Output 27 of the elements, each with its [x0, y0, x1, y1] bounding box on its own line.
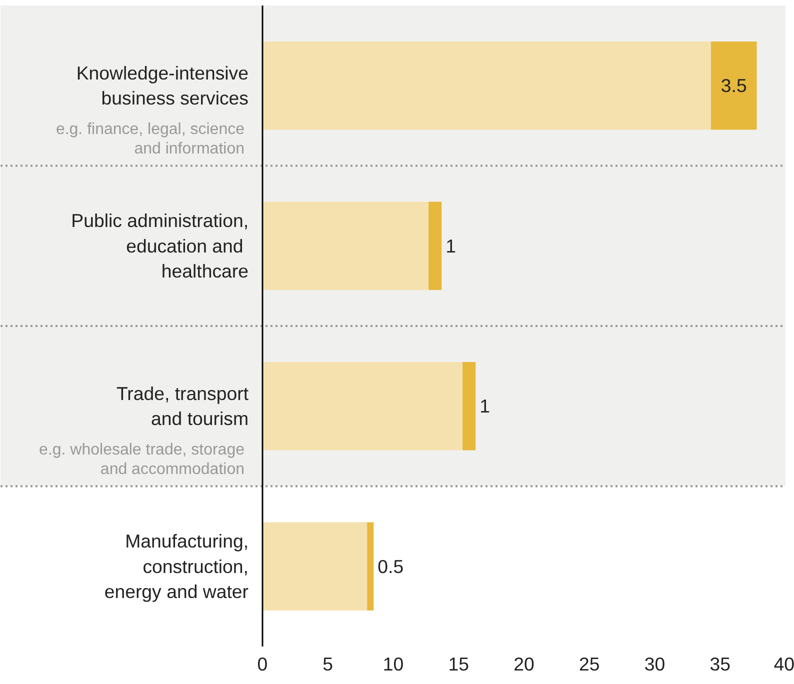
x-tick-label: 40	[774, 654, 794, 674]
text: e.g. finance, legal, science and information	[56, 120, 245, 158]
y-tick-label: Manufacturing, construction, energy and water	[104, 530, 249, 602]
y-tick-label: Knowledge-intensive business services	[76, 62, 249, 109]
bar	[710, 42, 757, 130]
data-label: 1	[446, 235, 456, 256]
x-tick-label: 25	[579, 654, 600, 674]
x-tick-label: 35	[710, 654, 731, 674]
x-tick-label: 5	[322, 654, 334, 674]
bar	[367, 522, 374, 610]
y-tick-label: Public administration, education and healthcare	[71, 210, 249, 282]
x-tick-label: 15	[448, 654, 470, 674]
bar	[262, 42, 711, 130]
x-tick-label: 0	[257, 654, 268, 674]
bar	[462, 362, 476, 450]
bar	[428, 202, 442, 290]
y-tick-label: Trade, transport and tourism	[116, 383, 250, 430]
data-label: 0.5	[378, 556, 404, 577]
data-label: 3.5	[720, 75, 747, 96]
x-tick-label: 20	[514, 654, 534, 674]
bar	[262, 362, 463, 450]
x-tick-label: 10	[382, 654, 404, 674]
bar	[262, 522, 368, 610]
data-label: 1	[480, 396, 490, 417]
x-tick-label: 30	[644, 654, 666, 674]
bar	[262, 202, 429, 290]
text: e.g. wholesale trade, storage and accommodation	[39, 441, 245, 478]
